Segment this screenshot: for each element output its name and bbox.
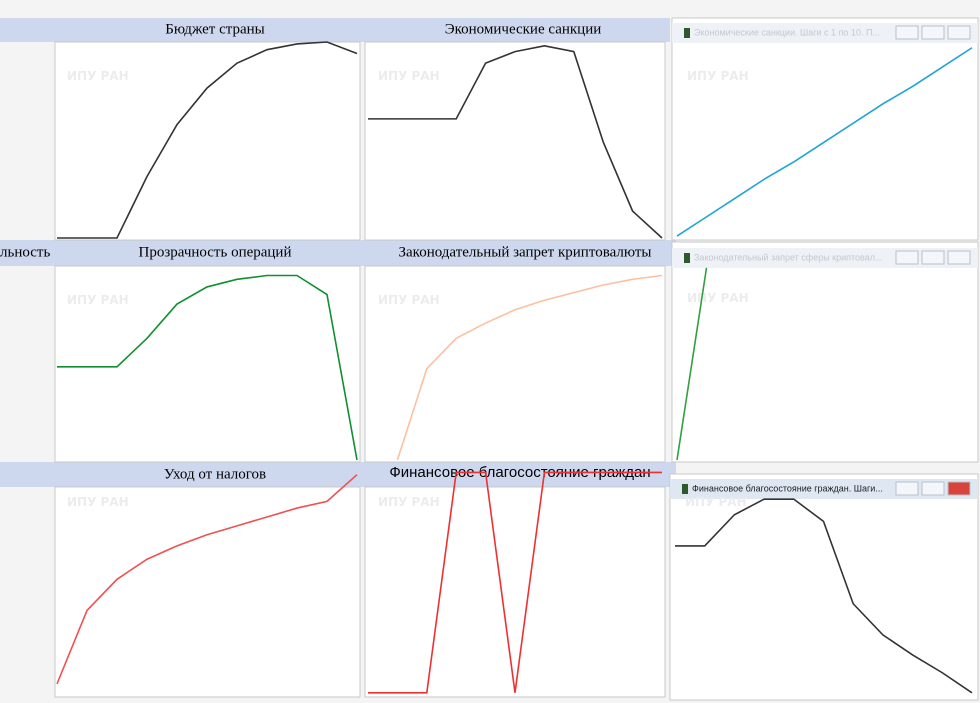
panel-title: Финансовое благосостояние граждан xyxy=(389,464,650,481)
plot-area xyxy=(671,241,979,463)
title-bar xyxy=(0,18,670,42)
window-icon xyxy=(684,253,690,263)
window-icon xyxy=(684,28,690,38)
plot-area xyxy=(671,17,979,241)
watermark: ИПУ РАН xyxy=(67,293,129,307)
watermark: ИПУ РАН xyxy=(378,293,440,307)
panel-title: Уход от налогов xyxy=(164,466,266,482)
watermark: ИПУ РАН xyxy=(67,495,129,509)
line xyxy=(676,267,708,461)
line xyxy=(56,474,358,685)
plot-area xyxy=(364,41,666,241)
plot-area xyxy=(54,41,361,241)
plot-area xyxy=(669,473,979,701)
line xyxy=(368,45,663,239)
window-button[interactable] xyxy=(921,250,945,265)
plot-area xyxy=(54,486,361,698)
line xyxy=(676,47,973,237)
window-button[interactable] xyxy=(921,481,945,496)
line xyxy=(368,471,662,694)
window-button[interactable] xyxy=(947,25,971,40)
watermark: ИПУ РАН xyxy=(67,69,129,83)
plot-area xyxy=(54,265,361,463)
watermark: ИПУ РАН xyxy=(687,291,749,305)
window-button[interactable] xyxy=(895,481,919,496)
watermark: ИПУ РАН xyxy=(687,69,749,83)
panel-title: Бюджет страны xyxy=(165,21,264,37)
window-button[interactable] xyxy=(895,25,919,40)
window-icon xyxy=(682,484,688,494)
window-title: Экономические санкции. Шаги с 1 по 10. П… xyxy=(694,27,880,37)
window-title: Законодательный запрет сферы криптовал..… xyxy=(694,252,883,262)
line xyxy=(57,41,358,239)
title-bar xyxy=(0,240,676,266)
line xyxy=(396,274,663,461)
line xyxy=(57,274,358,461)
plot-area xyxy=(364,265,666,463)
panel-title: Экономические санкции xyxy=(445,21,602,37)
window-button[interactable] xyxy=(921,25,945,40)
panel-title: Законодательный запрет криптовалюты xyxy=(399,244,652,260)
panel-title: Прозрачность операций xyxy=(139,244,292,260)
window-button[interactable] xyxy=(947,481,971,496)
window-button[interactable] xyxy=(895,250,919,265)
watermark: ИПУ РАН xyxy=(685,495,747,509)
watermark: ИПУ РАН xyxy=(378,495,440,509)
left-fragment: льность xyxy=(0,244,50,260)
watermark: ИПУ РАН xyxy=(378,69,440,83)
title-bar xyxy=(0,462,676,487)
window-title: Финансовое благосостояние граждан. Шаги.… xyxy=(692,483,883,493)
plot-area xyxy=(364,486,666,698)
window-button[interactable] xyxy=(947,250,971,265)
line xyxy=(675,498,973,694)
